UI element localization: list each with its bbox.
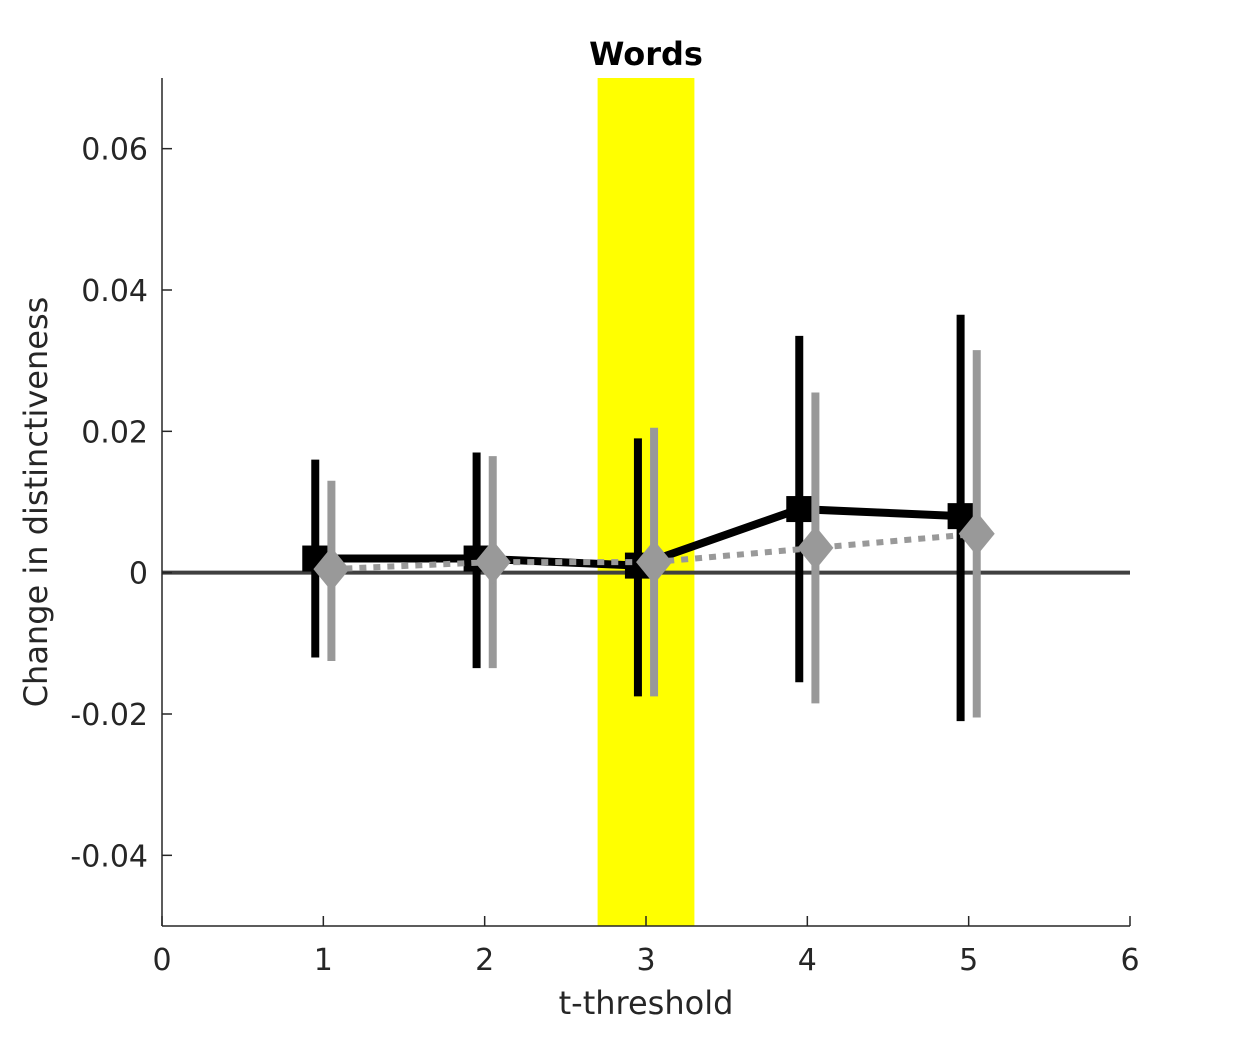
y-tick-label: 0 [129, 557, 148, 592]
x-tick-label: 5 [959, 943, 978, 978]
y-axis-label: Change in distinctiveness [17, 297, 55, 708]
y-tick-label: -0.04 [70, 839, 148, 874]
data-point-square [786, 496, 813, 523]
data-point-diamond [313, 547, 350, 592]
data-point-diamond [474, 540, 511, 585]
highlight-band-layer [597, 78, 695, 926]
data-point-diamond [958, 511, 995, 556]
data-point-diamond [636, 540, 673, 585]
x-axis-label: t-threshold [559, 984, 734, 1022]
x-tick-label: 6 [1120, 943, 1139, 978]
x-tick-label: 0 [152, 943, 171, 978]
x-tick-label: 1 [314, 943, 333, 978]
chart-title: Words [589, 35, 703, 73]
data-point-diamond [797, 525, 834, 570]
axes: 0 1 2 3 4 5 6 -0.04 -0.02 0 0.02 0.04 0.06 [70, 78, 1140, 978]
series-layer [302, 314, 995, 722]
highlight-band [597, 78, 695, 926]
x-tick-label: 2 [475, 943, 494, 978]
y-tick-label: 0.02 [81, 415, 148, 450]
series-2 [313, 350, 995, 718]
y-tick-label: 0.06 [81, 133, 148, 168]
x-tick-label: 3 [636, 943, 655, 978]
y-tick-label: -0.02 [70, 698, 148, 733]
y-tick-label: 0.04 [81, 274, 148, 309]
x-tick-label: 4 [798, 943, 817, 978]
